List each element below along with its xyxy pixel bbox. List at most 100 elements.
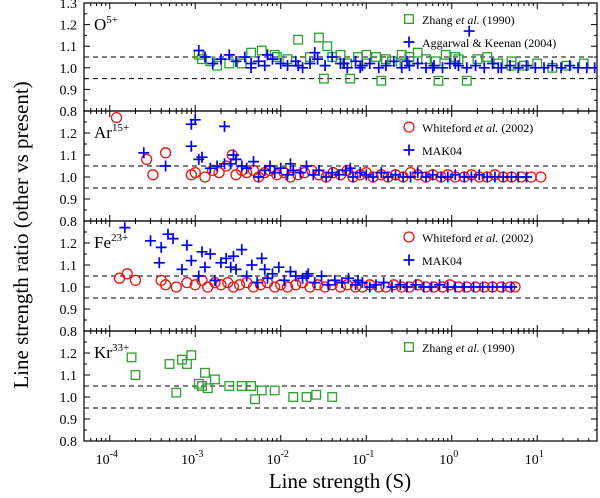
data-point	[342, 272, 354, 284]
x-tick-label: 100	[439, 449, 458, 468]
data-point	[427, 62, 439, 74]
data-point	[155, 241, 167, 253]
y-tick-label: 1.2	[60, 19, 78, 34]
data-point	[256, 252, 268, 264]
data-point	[350, 55, 362, 67]
data-point	[344, 162, 356, 174]
legend-marker	[404, 342, 414, 352]
data-point	[449, 57, 461, 69]
data-point	[449, 169, 461, 181]
y-tick-label: 1.1	[60, 149, 78, 164]
y-tick-label: 1.1	[60, 40, 78, 55]
data-point	[247, 156, 259, 168]
data-point	[293, 34, 304, 45]
data-point	[253, 55, 265, 67]
data-point	[199, 261, 211, 273]
data-point	[433, 75, 444, 86]
legend-label: Aggarwal & Keenan (2004)	[422, 36, 556, 50]
data-point	[394, 279, 406, 291]
data-point	[302, 268, 314, 280]
data-point	[478, 62, 490, 74]
data-point	[246, 259, 258, 271]
y-tick-label: 1.0	[60, 171, 78, 186]
data-point	[316, 270, 328, 282]
data-point	[159, 147, 172, 159]
data-point	[193, 270, 205, 282]
legend-marker	[403, 254, 415, 266]
data-point	[256, 385, 267, 396]
x-tick-label: 10-2	[267, 449, 289, 468]
data-point	[465, 171, 477, 183]
data-point	[311, 389, 322, 400]
data-point	[259, 263, 271, 275]
data-point	[314, 32, 324, 43]
y-tick-label: 1.0	[60, 281, 78, 296]
data-point	[290, 270, 302, 282]
data-point	[326, 167, 338, 179]
data-point	[428, 60, 440, 72]
data-point	[204, 248, 216, 260]
data-point	[119, 222, 131, 234]
legend-marker	[403, 36, 415, 48]
data-point	[354, 62, 366, 74]
data-point	[239, 51, 251, 63]
panel-fe: 0.8 0.9 1.0 1.1 1.2 Fe23+ Whiteford et al. (20…	[60, 220, 598, 340]
panels: 0.8 0.9 1.0 1.1 1.2 1.3 O5+ Zhang et al. (1990)…	[60, 0, 598, 450]
data-point	[275, 162, 287, 174]
data-point	[521, 60, 533, 72]
data-point	[129, 274, 142, 287]
data-point	[338, 57, 350, 69]
data-point	[266, 268, 278, 280]
data-point	[219, 120, 231, 132]
data-point	[535, 171, 547, 183]
ion-label: Kr33+	[94, 342, 129, 362]
data-point	[202, 383, 213, 394]
panel-o: 0.8 0.9 1.0 1.1 1.2 1.3 O5+ Zhang et al. (1990)…	[60, 0, 598, 120]
data-point	[373, 62, 385, 74]
x-tick-label: 101	[525, 449, 544, 468]
data-point	[193, 378, 204, 389]
y-axis-title: Line strength ratio (other vs present)	[9, 81, 33, 388]
legend: Zhang et al. (1990) Aggarwal & Keenan (20…	[403, 13, 556, 50]
data-point	[487, 57, 499, 69]
data-point	[213, 166, 225, 179]
data-point	[227, 250, 239, 262]
legend: Whiteford et al. (2002) MAK04	[403, 121, 533, 158]
data-point	[354, 167, 366, 179]
data-point	[401, 281, 413, 293]
legend-marker	[404, 14, 414, 24]
data-point	[170, 281, 182, 293]
data-point	[473, 169, 485, 181]
data-point	[220, 252, 232, 264]
data-point	[410, 279, 422, 291]
data-point	[300, 270, 312, 282]
data-point	[207, 57, 219, 69]
legend: Whiteford et al. (2002) MAK04	[403, 231, 533, 268]
data-point	[356, 60, 368, 72]
legend-marker	[403, 144, 415, 156]
y-tick-label: 0.9	[60, 193, 78, 208]
data-point	[253, 171, 265, 183]
data-point	[197, 54, 207, 65]
data-point	[376, 75, 387, 86]
data-point	[589, 62, 597, 74]
data-point	[241, 270, 253, 282]
data-point	[504, 60, 516, 72]
y-tick-label: 1.2	[60, 237, 78, 252]
data-point	[254, 279, 267, 291]
data-point	[307, 169, 319, 181]
data-point	[506, 281, 517, 293]
data-point	[121, 268, 133, 280]
data-point	[236, 244, 248, 256]
data-point	[147, 169, 159, 181]
data-point	[160, 160, 172, 172]
data-point	[145, 235, 157, 247]
data-point	[189, 166, 201, 179]
data-point	[426, 281, 438, 293]
data-point	[181, 239, 193, 251]
data-point	[138, 147, 150, 159]
data-point	[167, 233, 179, 245]
data-point	[236, 160, 248, 172]
data-point	[284, 158, 296, 170]
